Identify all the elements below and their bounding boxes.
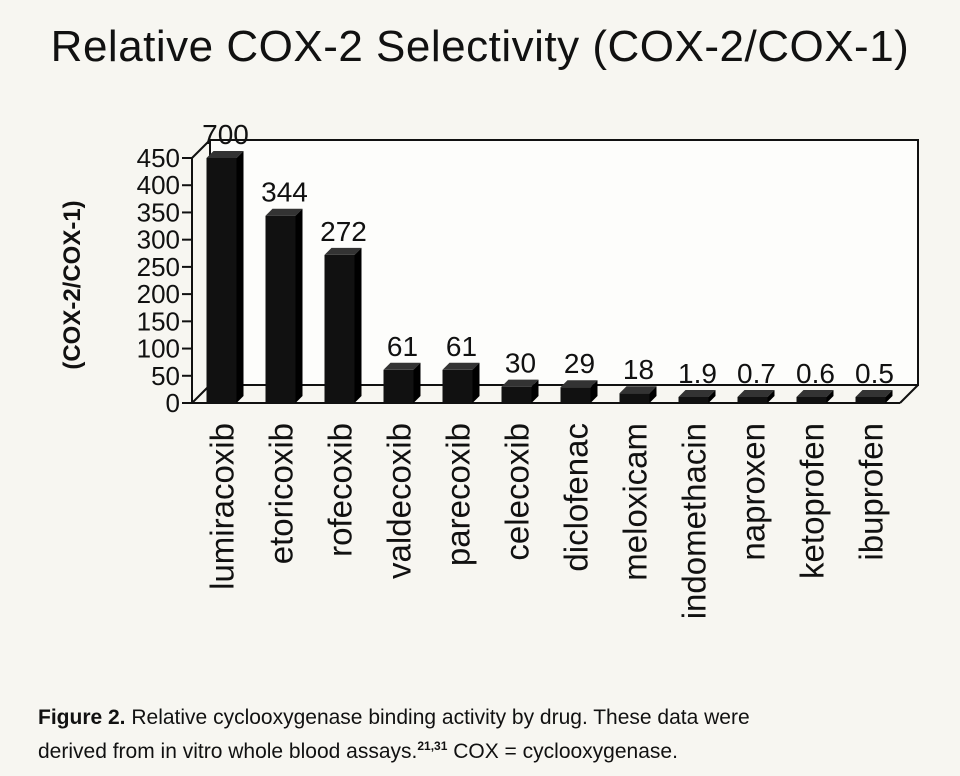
category-label: valdecoxib bbox=[381, 423, 418, 579]
bar bbox=[265, 208, 303, 403]
bar-side bbox=[767, 390, 775, 403]
bar-front bbox=[206, 158, 237, 403]
bar bbox=[855, 390, 893, 403]
bar-top bbox=[678, 390, 716, 397]
y-tick-label: 100 bbox=[137, 334, 180, 364]
caption-references: 21,31 bbox=[417, 739, 448, 753]
bar-value-label: 30 bbox=[505, 348, 536, 379]
bar-side bbox=[413, 362, 421, 403]
value-labels: 700 344 272 61 61 30 29 18 1.9 0.7 0.6 0.5 bbox=[202, 119, 894, 389]
caption-text-1: Relative cyclooxygenase binding activity… bbox=[125, 706, 750, 729]
bar-side bbox=[590, 380, 598, 403]
category-label: etoricoxib bbox=[263, 423, 300, 564]
y-tick-label: 50 bbox=[151, 361, 180, 391]
bar-top bbox=[855, 390, 893, 397]
figure-caption: Figure 2. Relative cyclooxygenase bindin… bbox=[38, 704, 938, 766]
bar-side bbox=[354, 247, 362, 403]
bar bbox=[206, 151, 244, 403]
bar-value-label: 61 bbox=[387, 331, 418, 362]
category-label: celecoxib bbox=[499, 423, 536, 561]
bar-front bbox=[442, 369, 473, 403]
bar-front bbox=[501, 386, 532, 403]
y-tick-label: 450 bbox=[137, 143, 180, 173]
chart-top-left-edge bbox=[191, 139, 211, 159]
bar-top bbox=[265, 208, 303, 216]
bar-value-label: 700 bbox=[202, 119, 249, 150]
bar-top bbox=[206, 151, 244, 158]
y-tick-label: 250 bbox=[137, 252, 180, 282]
bar bbox=[383, 362, 421, 403]
bar bbox=[442, 362, 480, 403]
bar bbox=[737, 390, 775, 403]
bar-front bbox=[619, 393, 650, 403]
bar bbox=[560, 380, 598, 403]
bar bbox=[324, 247, 362, 403]
category-labels: lumiracoxib etoricoxib rofecoxib valdecoxib… bbox=[204, 423, 890, 619]
bar-side bbox=[708, 390, 716, 403]
bar-value-label: 29 bbox=[564, 348, 595, 379]
y-tick-label: 150 bbox=[137, 306, 180, 336]
bar bbox=[678, 390, 716, 403]
bar-side bbox=[826, 390, 834, 403]
bar-front bbox=[324, 254, 355, 403]
caption-text-2: derived from in vitro whole blood assays… bbox=[38, 740, 418, 763]
bars bbox=[206, 151, 893, 403]
y-tick-label: 300 bbox=[137, 225, 180, 255]
bar-top bbox=[560, 380, 598, 388]
y-tick-label: 400 bbox=[137, 170, 180, 200]
bar-side bbox=[472, 362, 480, 403]
bar-front bbox=[796, 397, 827, 403]
category-label: diclofenac bbox=[558, 423, 595, 572]
category-label: lumiracoxib bbox=[204, 423, 241, 590]
bar-value-label: 18 bbox=[623, 354, 654, 385]
y-axis-label: (COX-2/COX-1) bbox=[59, 200, 86, 369]
y-tick-label: 350 bbox=[137, 197, 180, 227]
caption-text-3: COX = cyclooxygenase. bbox=[447, 740, 678, 763]
y-tick-label: 200 bbox=[137, 279, 180, 309]
bar-side bbox=[649, 386, 657, 403]
bar-value-label: 0.5 bbox=[855, 358, 894, 389]
bar-front bbox=[383, 369, 414, 403]
bar-side bbox=[885, 390, 893, 403]
bar bbox=[619, 386, 657, 403]
category-label: indomethacin bbox=[676, 423, 713, 619]
bar-top bbox=[501, 379, 539, 387]
bar-top bbox=[796, 390, 834, 397]
bar-value-label: 61 bbox=[446, 331, 477, 362]
category-label: ibuprofen bbox=[853, 423, 890, 561]
bar-value-label: 344 bbox=[261, 177, 308, 208]
bar-top bbox=[619, 386, 657, 394]
category-label: naproxen bbox=[735, 423, 772, 561]
bar-top bbox=[442, 362, 480, 370]
bar-side bbox=[236, 151, 244, 403]
bar-front bbox=[855, 397, 886, 403]
bar-top bbox=[737, 390, 775, 397]
chart-title: Relative COX-2 Selectivity (COX-2/COX-1) bbox=[50, 22, 910, 71]
bar bbox=[796, 390, 834, 403]
bar-front bbox=[678, 397, 709, 403]
bar-top bbox=[324, 247, 362, 255]
category-label: meloxicam bbox=[617, 423, 654, 581]
bar-top bbox=[383, 362, 421, 370]
y-tick-label: 0 bbox=[166, 388, 180, 418]
caption-lead: Figure 2. bbox=[38, 706, 126, 729]
bar-value-label: 0.6 bbox=[796, 358, 835, 389]
chart-floor-right-edge bbox=[899, 384, 919, 404]
bar-side bbox=[295, 208, 303, 403]
bar-value-label: 272 bbox=[320, 216, 367, 247]
bar-value-label: 0.7 bbox=[737, 358, 776, 389]
category-label: parecoxib bbox=[440, 423, 477, 566]
category-label: ketoprofen bbox=[794, 423, 831, 579]
bar-value-label: 1.9 bbox=[678, 358, 717, 389]
bar-side bbox=[531, 379, 539, 403]
category-label: rofecoxib bbox=[322, 423, 359, 557]
bar-front bbox=[560, 387, 591, 403]
bar-front bbox=[265, 215, 296, 403]
bar bbox=[501, 379, 539, 403]
bar-front bbox=[737, 397, 768, 403]
